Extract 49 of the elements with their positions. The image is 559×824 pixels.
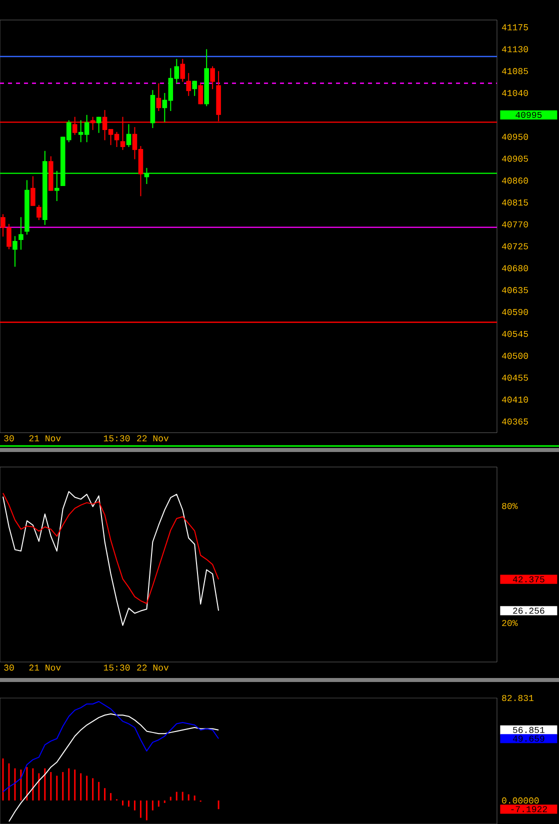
x-tick-label: 21 Nov (29, 664, 61, 671)
y-tick-label: 41175 (502, 24, 528, 30)
y-tick-label: 80% (502, 502, 518, 510)
y-tick-label: 40860 (502, 178, 528, 184)
y-tick-label: 82.831 (502, 694, 534, 702)
y-tick-label: 41040 (502, 90, 528, 96)
candlestick (198, 82, 203, 105)
text: 49.659 (512, 736, 544, 742)
text: 26.256 (513, 608, 544, 614)
line-series (2, 492, 220, 604)
y-tick-label: 40680 (502, 265, 528, 272)
candlestick (210, 66, 215, 90)
y-tick-label: 40590 (502, 308, 528, 316)
candlestick (30, 176, 36, 206)
y-tick-label: 40500 (502, 352, 528, 359)
x-tick-label: 22 Nov (137, 664, 169, 671)
text: 56.851 (513, 726, 544, 734)
line-series (2, 491, 220, 626)
candlestick (126, 124, 132, 148)
text: 40995 (516, 112, 542, 118)
y-tick-label: 41130 (502, 46, 528, 52)
y-tick-label: 40905 (502, 156, 528, 162)
y-tick-label: 40950 (502, 134, 528, 140)
y-tick-label: 40545 (502, 330, 528, 337)
candlestick (186, 72, 192, 96)
y-tick-label: 40365 (502, 418, 528, 425)
y-tick-label: 40815 (502, 199, 528, 206)
y-tick-label: 20% (502, 620, 518, 626)
x-tick-label: 22 Nov (137, 435, 169, 442)
candlestick (156, 82, 162, 112)
text: -7.1922 (511, 806, 547, 812)
y-tick-label: 41085 (502, 68, 528, 74)
text: 42.375 (512, 576, 544, 582)
candlestick (180, 58, 186, 82)
y-tick-label: 0.00000 (502, 797, 539, 804)
x-tick-label: 30 (4, 664, 14, 671)
x-tick-label: 15:30 (104, 664, 130, 671)
x-tick-label: 21 Nov (29, 435, 61, 442)
x-tick-label: 15:30 (104, 435, 130, 442)
y-tick-label: 40635 (502, 287, 528, 294)
y-tick-label: 40770 (502, 221, 528, 228)
y-tick-label: 40455 (502, 374, 528, 381)
y-tick-label: 40410 (502, 396, 528, 403)
candlestick (18, 216, 24, 250)
x-tick-label: 30 (4, 435, 14, 442)
candlestick (12, 236, 18, 268)
candlestick (192, 80, 197, 96)
y-tick-label: 40725 (502, 243, 528, 250)
candlestick (36, 204, 42, 221)
